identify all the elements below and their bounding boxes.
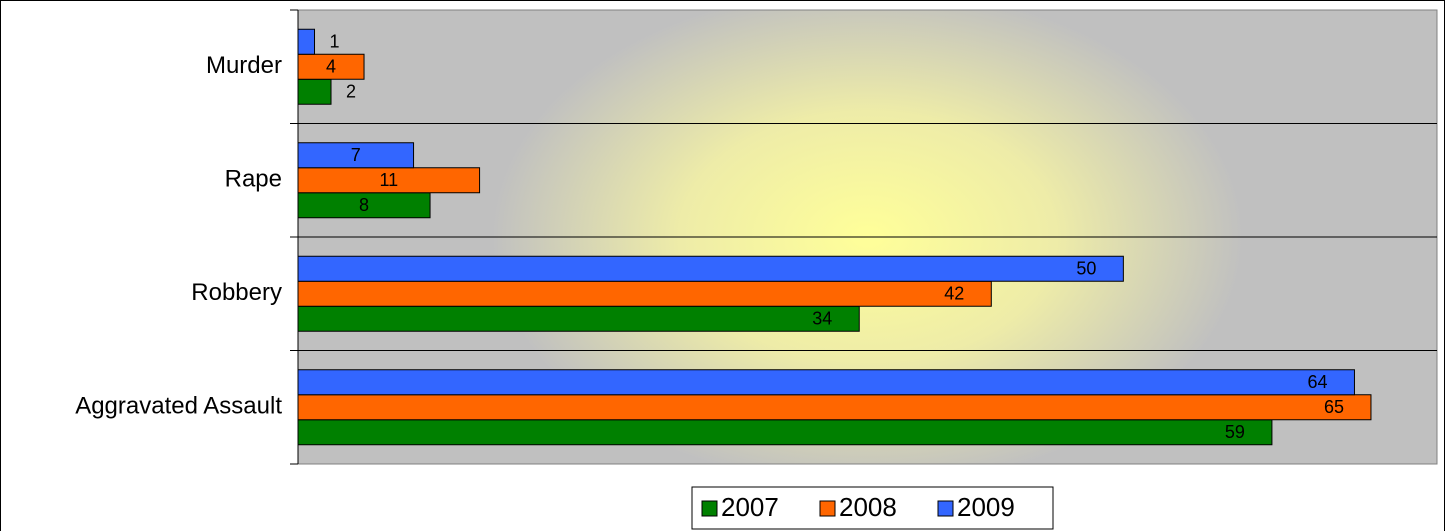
legend-label: 2009 bbox=[957, 492, 1015, 522]
data-label: 8 bbox=[359, 195, 369, 215]
data-label: 2 bbox=[346, 82, 356, 102]
bar bbox=[297, 305, 860, 332]
bar bbox=[297, 255, 1124, 282]
data-label: 65 bbox=[1324, 397, 1344, 417]
bar bbox=[297, 280, 992, 307]
data-label: 7 bbox=[351, 145, 361, 165]
data-label: 1 bbox=[329, 32, 339, 52]
bar bbox=[297, 28, 316, 55]
data-label: 50 bbox=[1076, 259, 1096, 279]
category-label: Rape bbox=[225, 166, 282, 193]
bar bbox=[297, 192, 431, 219]
bar bbox=[297, 369, 1355, 396]
data-label: 11 bbox=[379, 170, 398, 190]
legend-swatch bbox=[819, 500, 836, 517]
legend-swatch bbox=[701, 500, 718, 517]
category-label: Aggravated Assault bbox=[75, 393, 282, 420]
bar bbox=[297, 394, 1372, 421]
bar bbox=[297, 419, 1273, 446]
legend-label: 2007 bbox=[721, 492, 779, 522]
bar bbox=[297, 142, 415, 169]
bar bbox=[297, 167, 481, 194]
data-label: 34 bbox=[812, 309, 832, 329]
bar bbox=[297, 78, 332, 105]
data-label: 42 bbox=[944, 284, 964, 304]
data-label: 59 bbox=[1225, 422, 1245, 442]
data-label: 64 bbox=[1307, 372, 1327, 392]
category-label: Murder bbox=[206, 52, 282, 79]
legend-swatch bbox=[937, 500, 954, 517]
bar bbox=[297, 53, 365, 80]
data-label: 4 bbox=[326, 57, 336, 77]
legend-label: 2008 bbox=[839, 492, 897, 522]
legend-box bbox=[691, 486, 1054, 530]
category-label: Robbery bbox=[191, 279, 282, 306]
